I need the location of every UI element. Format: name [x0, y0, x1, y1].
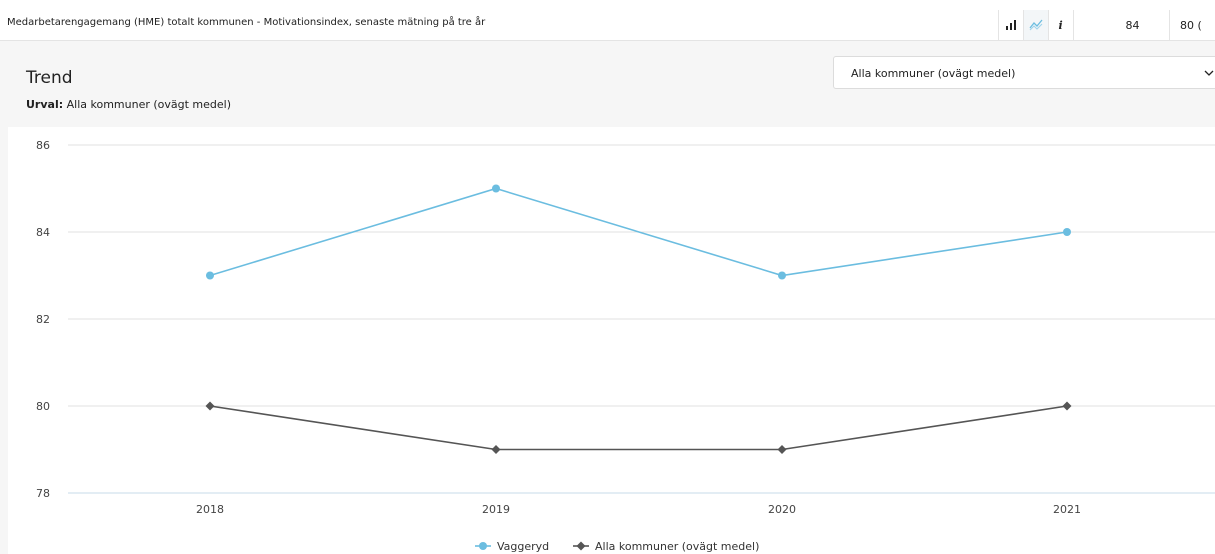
data-point [206, 271, 214, 280]
info-icon: i [1059, 19, 1063, 31]
svg-text:i: i [1059, 19, 1063, 31]
data-point [491, 445, 501, 454]
indicator-title: Medarbetarengagemang (HME) totalt kommun… [7, 17, 486, 28]
value-cell-current: 84 [1096, 10, 1170, 40]
comparison-select[interactable]: Alla kommuner (ovägt medel) [833, 56, 1215, 89]
x-tick-label: 2019 [482, 503, 510, 516]
data-point [1063, 228, 1071, 236]
data-point [205, 401, 215, 411]
x-tick-label: 2020 [768, 503, 796, 516]
data-point [778, 271, 786, 280]
legend-label: Vaggeryd [497, 540, 549, 553]
trend-line-chart: 86 84 82 80 78 2018 2019 2020 2021 Vaggeryd Alla k… [36, 139, 1215, 553]
y-tick-label: 82 [36, 313, 50, 326]
series-line-alla-kommuner [209, 405, 1068, 451]
selection-label: Urval: Alla kommuner (ovägt medel) [26, 98, 231, 111]
chevron-down-icon [1204, 70, 1214, 76]
data-point [1062, 401, 1072, 411]
y-tick-label: 84 [36, 226, 50, 239]
chart-area: 86 84 82 80 78 2018 2019 2020 2021 Vaggeryd Alla k… [8, 127, 1215, 554]
trend-view-button[interactable] [1023, 10, 1048, 40]
legend-marker [479, 542, 487, 550]
value-cell-compare: 80 ( [1180, 18, 1202, 32]
bar-chart-view-button[interactable] [998, 10, 1023, 40]
series-line-vaggeryd [209, 187, 1068, 277]
x-tick-label: 2018 [196, 503, 224, 516]
legend-label: Alla kommuner (ovägt medel) [595, 540, 759, 553]
x-tick-label: 2021 [1053, 503, 1081, 516]
data-point [777, 445, 787, 454]
y-tick-label: 78 [36, 487, 50, 500]
bar-chart-icon [1006, 20, 1016, 30]
y-tick-label: 86 [36, 139, 50, 152]
data-point [492, 184, 500, 193]
info-button[interactable]: i [1048, 10, 1074, 40]
indicator-header-bar: Medarbetarengagemang (HME) totalt kommun… [0, 0, 1215, 41]
trend-chart-icon [1029, 19, 1043, 31]
panel-title: Trend [26, 68, 73, 88]
selection-label-key: Urval: [26, 98, 64, 111]
comparison-select-value: Alla kommuner (ovägt medel) [851, 67, 1016, 80]
legend-marker [576, 541, 586, 551]
selection-label-value: Alla kommuner (ovägt medel) [66, 98, 232, 111]
y-tick-label: 80 [36, 400, 50, 413]
